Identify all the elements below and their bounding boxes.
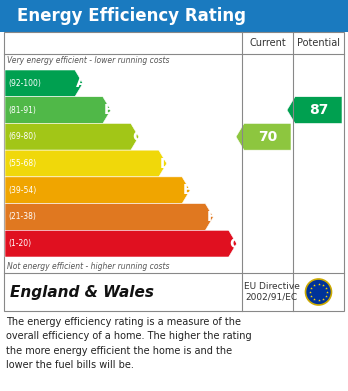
Text: D: D — [160, 156, 171, 170]
Text: E: E — [183, 183, 192, 197]
Text: C: C — [132, 130, 142, 144]
Polygon shape — [5, 70, 83, 97]
Text: Not energy efficient - higher running costs: Not energy efficient - higher running co… — [7, 262, 169, 271]
Text: 70: 70 — [258, 130, 277, 144]
Text: (55-68): (55-68) — [8, 159, 36, 168]
Text: B: B — [104, 103, 114, 117]
Text: 87: 87 — [309, 103, 328, 117]
Text: (92-100): (92-100) — [8, 79, 41, 88]
Circle shape — [306, 279, 332, 305]
Text: F: F — [206, 210, 216, 224]
Text: Energy Efficiency Rating: Energy Efficiency Rating — [17, 7, 246, 25]
Polygon shape — [5, 97, 111, 124]
Bar — [0, 0, 348, 32]
Polygon shape — [287, 97, 342, 124]
Text: (81-91): (81-91) — [8, 106, 36, 115]
Text: A: A — [76, 76, 87, 90]
Polygon shape — [5, 150, 167, 177]
Bar — [4, 32, 344, 311]
Polygon shape — [5, 124, 139, 150]
Text: EU Directive
2002/91/EC: EU Directive 2002/91/EC — [244, 282, 299, 302]
Polygon shape — [5, 230, 237, 257]
Text: (21-38): (21-38) — [8, 212, 36, 221]
Text: Current: Current — [249, 38, 286, 48]
Text: (69-80): (69-80) — [8, 132, 36, 141]
Text: Very energy efficient - lower running costs: Very energy efficient - lower running co… — [7, 56, 169, 65]
Text: G: G — [230, 237, 241, 251]
Text: The energy efficiency rating is a measure of the
overall efficiency of a home. T: The energy efficiency rating is a measur… — [6, 317, 252, 370]
Polygon shape — [236, 124, 291, 150]
Polygon shape — [5, 177, 190, 204]
Text: (39-54): (39-54) — [8, 186, 36, 195]
Polygon shape — [5, 204, 213, 230]
Text: England & Wales: England & Wales — [10, 285, 154, 300]
Text: Potential: Potential — [297, 38, 340, 48]
Text: (1-20): (1-20) — [8, 239, 31, 248]
